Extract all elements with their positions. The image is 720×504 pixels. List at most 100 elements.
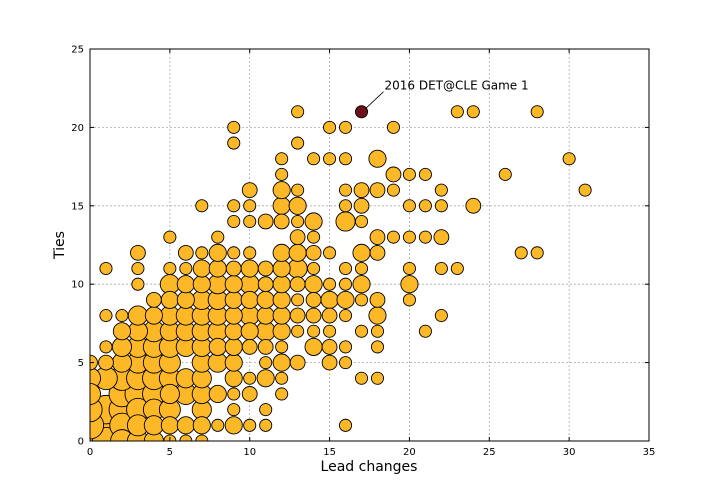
data-point	[127, 305, 148, 326]
data-point	[370, 340, 385, 354]
data-point	[275, 167, 289, 181]
data-point	[418, 167, 432, 181]
annotation-label: 2016 DET@CLE Game 1	[385, 79, 529, 93]
data-point	[339, 309, 353, 323]
data-point	[321, 339, 338, 355]
data-point	[434, 261, 448, 276]
data-point	[227, 403, 241, 417]
data-point	[130, 244, 146, 261]
data-point	[131, 277, 145, 291]
data-point	[353, 182, 370, 199]
data-point	[99, 261, 113, 276]
data-point	[272, 275, 291, 294]
data-point	[335, 211, 356, 232]
data-point	[530, 246, 544, 260]
data-point	[259, 418, 273, 432]
data-point	[179, 434, 193, 441]
data-point	[208, 259, 227, 278]
data-point	[321, 307, 338, 324]
data-point	[243, 199, 257, 213]
x-tick-label: 5	[167, 447, 173, 458]
data-point	[369, 291, 386, 308]
data-point	[514, 246, 528, 260]
data-point	[385, 166, 402, 183]
data-point	[288, 243, 307, 262]
x-axis-label: Lead changes	[321, 459, 418, 475]
annotation: 2016 DET@CLE Game 1	[366, 79, 529, 109]
data-point	[418, 199, 432, 213]
data-point	[259, 356, 273, 370]
data-point	[240, 290, 259, 309]
data-point	[498, 167, 512, 181]
data-point	[208, 337, 227, 356]
data-point	[304, 212, 323, 231]
data-point	[163, 261, 177, 276]
data-point	[400, 275, 419, 294]
data-point	[305, 244, 322, 261]
x-tick-label: 20	[403, 447, 416, 458]
data-point	[289, 354, 306, 371]
data-point	[466, 105, 480, 119]
y-tick-label: 25	[71, 45, 84, 56]
data-point	[275, 340, 289, 354]
data-point	[227, 199, 241, 213]
data-point	[291, 214, 305, 229]
data-point	[224, 369, 243, 388]
data-point	[307, 324, 321, 338]
data-point	[224, 275, 243, 294]
data-point	[305, 291, 322, 308]
data-point	[368, 306, 387, 325]
data-point	[291, 293, 305, 307]
data-point	[112, 322, 131, 341]
data-point	[370, 324, 385, 338]
data-point	[323, 152, 337, 166]
data-point	[257, 213, 274, 230]
data-point	[272, 196, 291, 215]
data-point	[160, 290, 179, 309]
data-point	[307, 230, 321, 244]
data-point	[160, 416, 179, 435]
data-point	[275, 152, 289, 166]
data-point	[272, 353, 291, 372]
data-point	[352, 243, 371, 262]
x-tick-label: 10	[243, 447, 256, 458]
data-point	[304, 337, 323, 356]
y-axis-label: Ties	[52, 231, 68, 260]
x-tick-label: 35	[643, 447, 656, 458]
data-point	[386, 120, 400, 134]
data-point	[465, 197, 482, 214]
y-tick-label: 5	[78, 358, 84, 369]
data-point	[195, 246, 209, 260]
highlighted-data-point	[354, 105, 369, 119]
data-point	[159, 383, 180, 405]
data-point	[195, 199, 209, 213]
data-point	[145, 291, 162, 308]
data-point	[386, 183, 400, 197]
data-point	[211, 418, 225, 432]
data-point	[418, 324, 432, 338]
data-point	[225, 260, 242, 277]
data-point	[307, 152, 321, 166]
data-point	[272, 181, 291, 200]
data-point	[176, 275, 195, 294]
data-point	[354, 261, 369, 276]
data-point	[272, 322, 291, 341]
data-point	[321, 354, 338, 371]
data-point	[530, 105, 544, 119]
data-point	[224, 353, 243, 372]
data-point	[562, 152, 576, 166]
data-point	[289, 307, 306, 324]
data-point	[240, 322, 259, 341]
data-point	[272, 259, 291, 278]
data-point	[339, 356, 353, 370]
data-point	[304, 275, 323, 294]
data-point	[353, 197, 370, 214]
y-tick-label: 0	[78, 437, 84, 448]
data-point	[339, 152, 353, 166]
data-point	[115, 309, 129, 323]
data-point	[192, 275, 211, 294]
data-point	[211, 230, 225, 244]
data-point	[291, 105, 305, 119]
data-point	[369, 244, 386, 261]
